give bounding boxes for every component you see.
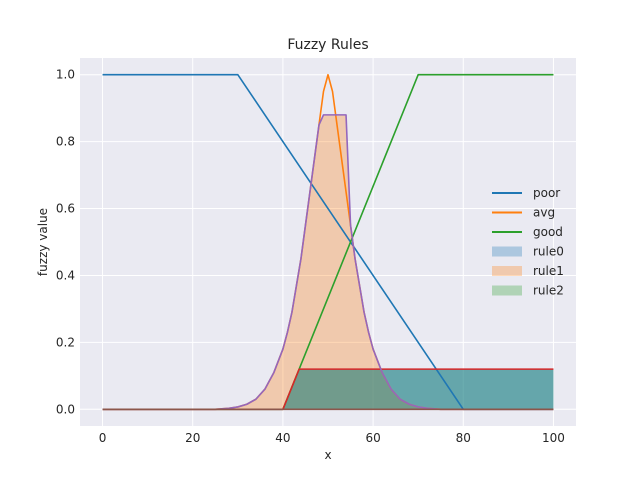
chart-title: Fuzzy Rules [287,37,368,53]
x-axis-label: x [324,448,331,462]
rule2-fill [102,369,554,410]
x-tick-label: 60 [365,431,380,445]
y-tick-label: 0.6 [56,202,75,216]
x-tick-labels: 0 20 40 60 80 100 [99,431,565,445]
y-tick-label: 0.2 [56,335,75,349]
rule0-legend-label: rule0 [533,245,564,259]
poor-legend-label: poor [533,186,560,200]
rule1-legend-label: rule1 [533,264,564,278]
y-tick-label: 0.0 [56,402,75,416]
rule2-legend-swatch [492,285,522,296]
x-tick-label: 40 [275,431,290,445]
avg-legend-label: avg [533,206,555,220]
x-tick-label: 0 [99,431,107,445]
rule-outline-line [102,114,554,411]
y-tick-label: 0.8 [56,135,75,149]
rule2-legend-label: rule2 [533,284,564,298]
rule0-fill-tail [282,369,554,410]
rule0-legend-swatch [492,246,522,257]
legend: poor avg good rule0 rule1 rule2 [492,186,564,298]
y-tick-label: 1.0 [56,68,75,82]
x-tick-label: 20 [185,431,200,445]
y-tick-label: 0.4 [56,268,75,282]
y-tick-labels: 0.0 0.2 0.4 0.6 0.8 1.0 [56,68,75,417]
rule1-legend-swatch [492,266,522,276]
membership-lines [102,73,554,411]
y-axis-label: fuzzy value [36,208,50,276]
rule-fills [102,114,554,410]
plot-area [80,58,576,426]
x-tick-label: 80 [456,431,471,445]
good-legend-label: good [533,225,563,239]
rule1-fill [102,114,554,410]
rule0-fill [102,369,554,410]
x-tick-label: 100 [542,431,565,445]
